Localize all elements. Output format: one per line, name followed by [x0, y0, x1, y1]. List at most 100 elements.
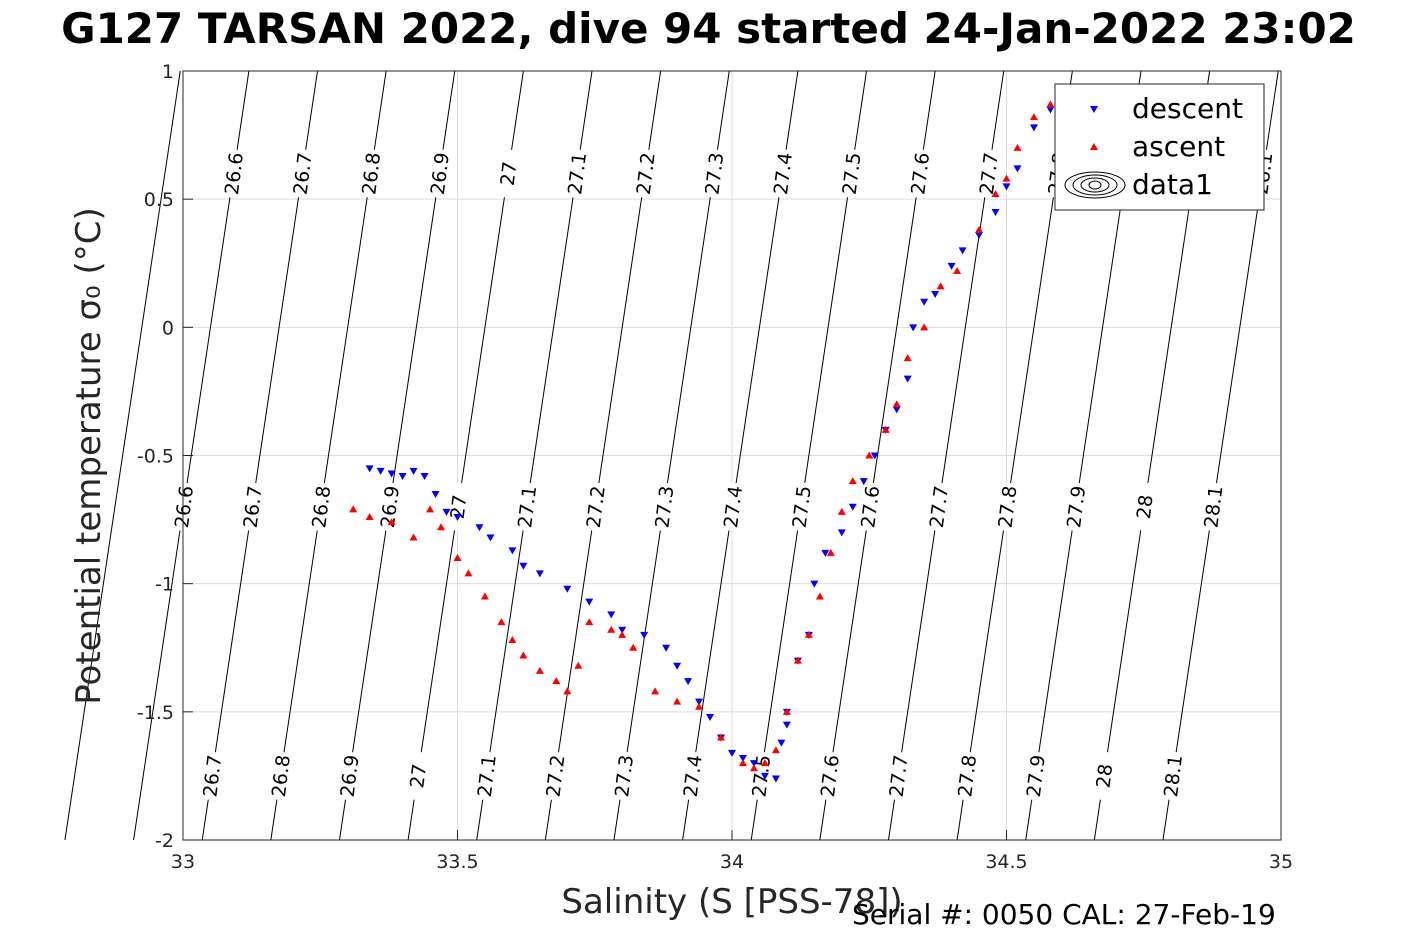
descent-point [848, 503, 857, 511]
contour-label-bg [542, 750, 568, 801]
ascent-point [453, 554, 462, 562]
ascent-point [865, 451, 874, 459]
descent-point [662, 644, 671, 652]
contour-label: 27.6 [816, 750, 844, 801]
ascent-point [903, 354, 912, 362]
ascent-point [387, 518, 396, 526]
contour-label-bg [788, 481, 815, 532]
contour-label-text: 28.1 [1200, 485, 1227, 530]
contour-label-bg [994, 481, 1020, 532]
descent-point [1002, 183, 1011, 191]
descent-point [387, 470, 396, 478]
contour-label: 27.6 [856, 481, 884, 532]
ascent-point [760, 759, 769, 767]
ascent-point [464, 569, 473, 577]
contour-label-text: 27.4 [680, 754, 707, 799]
ascent-point [837, 507, 846, 515]
x-axis-label: Salinity (S [PSS-78]) [561, 882, 902, 922]
y-tick-label: -1 [155, 574, 174, 596]
contour-label-text: 27.6 [857, 485, 884, 530]
descent-point [618, 626, 627, 634]
contour-label: 26.6 [220, 148, 248, 199]
contour-label-bg [679, 750, 706, 801]
contour-label-text: 27.4 [720, 485, 747, 530]
descent-point [991, 208, 1000, 216]
contour-label: 27.5 [747, 750, 775, 801]
descent-point [508, 547, 517, 555]
descent-point [673, 662, 682, 670]
contour-label-bg [357, 148, 384, 199]
ascent-point [953, 266, 962, 274]
x-tick-label: 34 [720, 851, 744, 873]
ascent-point [892, 400, 901, 408]
descent-point [1013, 165, 1022, 173]
contour-label-text: 26.7 [240, 485, 267, 530]
descent-point [486, 534, 495, 542]
contour-label-text: 26.9 [427, 151, 454, 196]
legend[interactable]: descent ascent data1 [1054, 83, 1265, 211]
ascent-point [920, 323, 929, 331]
contour-label-bg [404, 750, 431, 801]
sigma0-contour-line [64, 70, 181, 841]
descent-point [409, 467, 418, 475]
legend-item-ascent: ascent [1090, 130, 1225, 163]
contour-label-bg [267, 750, 294, 801]
ascent-point [936, 282, 945, 290]
contour-label-bg [769, 148, 796, 199]
ascent-point [749, 764, 758, 772]
contour-label-text: 27.6 [817, 754, 844, 799]
y-axis-label: Potential temperature σ₀ (°C) [69, 207, 109, 705]
y-tick-label: 0 [162, 317, 174, 339]
sigma0-contour-line [476, 70, 593, 841]
contour-label-bg [1200, 481, 1226, 532]
contour-label-bg [426, 148, 453, 199]
descent-point [475, 524, 484, 532]
sigma0-contour-line [270, 70, 387, 841]
contour-label: 27.7 [885, 750, 913, 801]
calibration-footer: Serial #: 0050 CAL: 27-Feb-19 [852, 898, 1276, 931]
contour-ellipse-icon [1088, 180, 1102, 190]
legend-item-descent: descent [1090, 92, 1243, 125]
descent-point [892, 406, 901, 414]
descent-point [1029, 124, 1038, 132]
contour-label: 27.4 [679, 750, 707, 801]
contour-label: 27.1 [473, 750, 501, 801]
ascent-point [1002, 174, 1011, 182]
contour-ellipse-icon [1072, 174, 1118, 196]
y-tick-label: -2 [155, 830, 174, 852]
ascent-point [437, 523, 446, 531]
descent-point [903, 375, 912, 383]
chart-title: G127 TARSAN 2022, dive 94 started 24-Jan… [61, 4, 1356, 53]
contour-labels: 26.6 26.6 26.7 26.7 26.7 26.8 26.8 26.8 26.9 26.9… [170, 148, 1277, 801]
contour-label: 27.2 [582, 481, 610, 532]
ascent-point [738, 759, 747, 767]
ascent-marker-icon [1090, 143, 1098, 150]
descent-point [607, 611, 616, 619]
sigma0-contour-line [887, 70, 1005, 841]
contour-label: 27.8 [953, 750, 981, 801]
descent-point [931, 291, 940, 299]
ascent-point [629, 643, 638, 651]
contour-label: 26.7 [289, 148, 317, 199]
descent-point [859, 478, 868, 486]
contour-label: 28 [1131, 481, 1158, 532]
contour-label-text: 27.6 [907, 151, 934, 196]
contour-label: 27.3 [701, 148, 728, 199]
descent-point [728, 749, 736, 757]
contour-label-text: 27 [406, 763, 431, 790]
contour-label: 28 [1091, 750, 1117, 801]
contour-label: 26.8 [267, 750, 295, 801]
descent-point [365, 465, 374, 473]
descent-point [695, 698, 704, 706]
contour-label-text: 27.5 [839, 151, 866, 196]
descent-point [771, 775, 780, 783]
contour-label-text: 27.4 [770, 151, 797, 196]
contour-label-bg [651, 481, 677, 532]
contour-label-text: 26.7 [290, 151, 317, 196]
legend-label: descent [1132, 92, 1243, 125]
ascent-point [618, 630, 627, 638]
contour-label-bg [838, 148, 864, 199]
contour-label-bg [1131, 481, 1158, 532]
contour-label-bg [198, 750, 225, 801]
descent-point [453, 514, 462, 522]
